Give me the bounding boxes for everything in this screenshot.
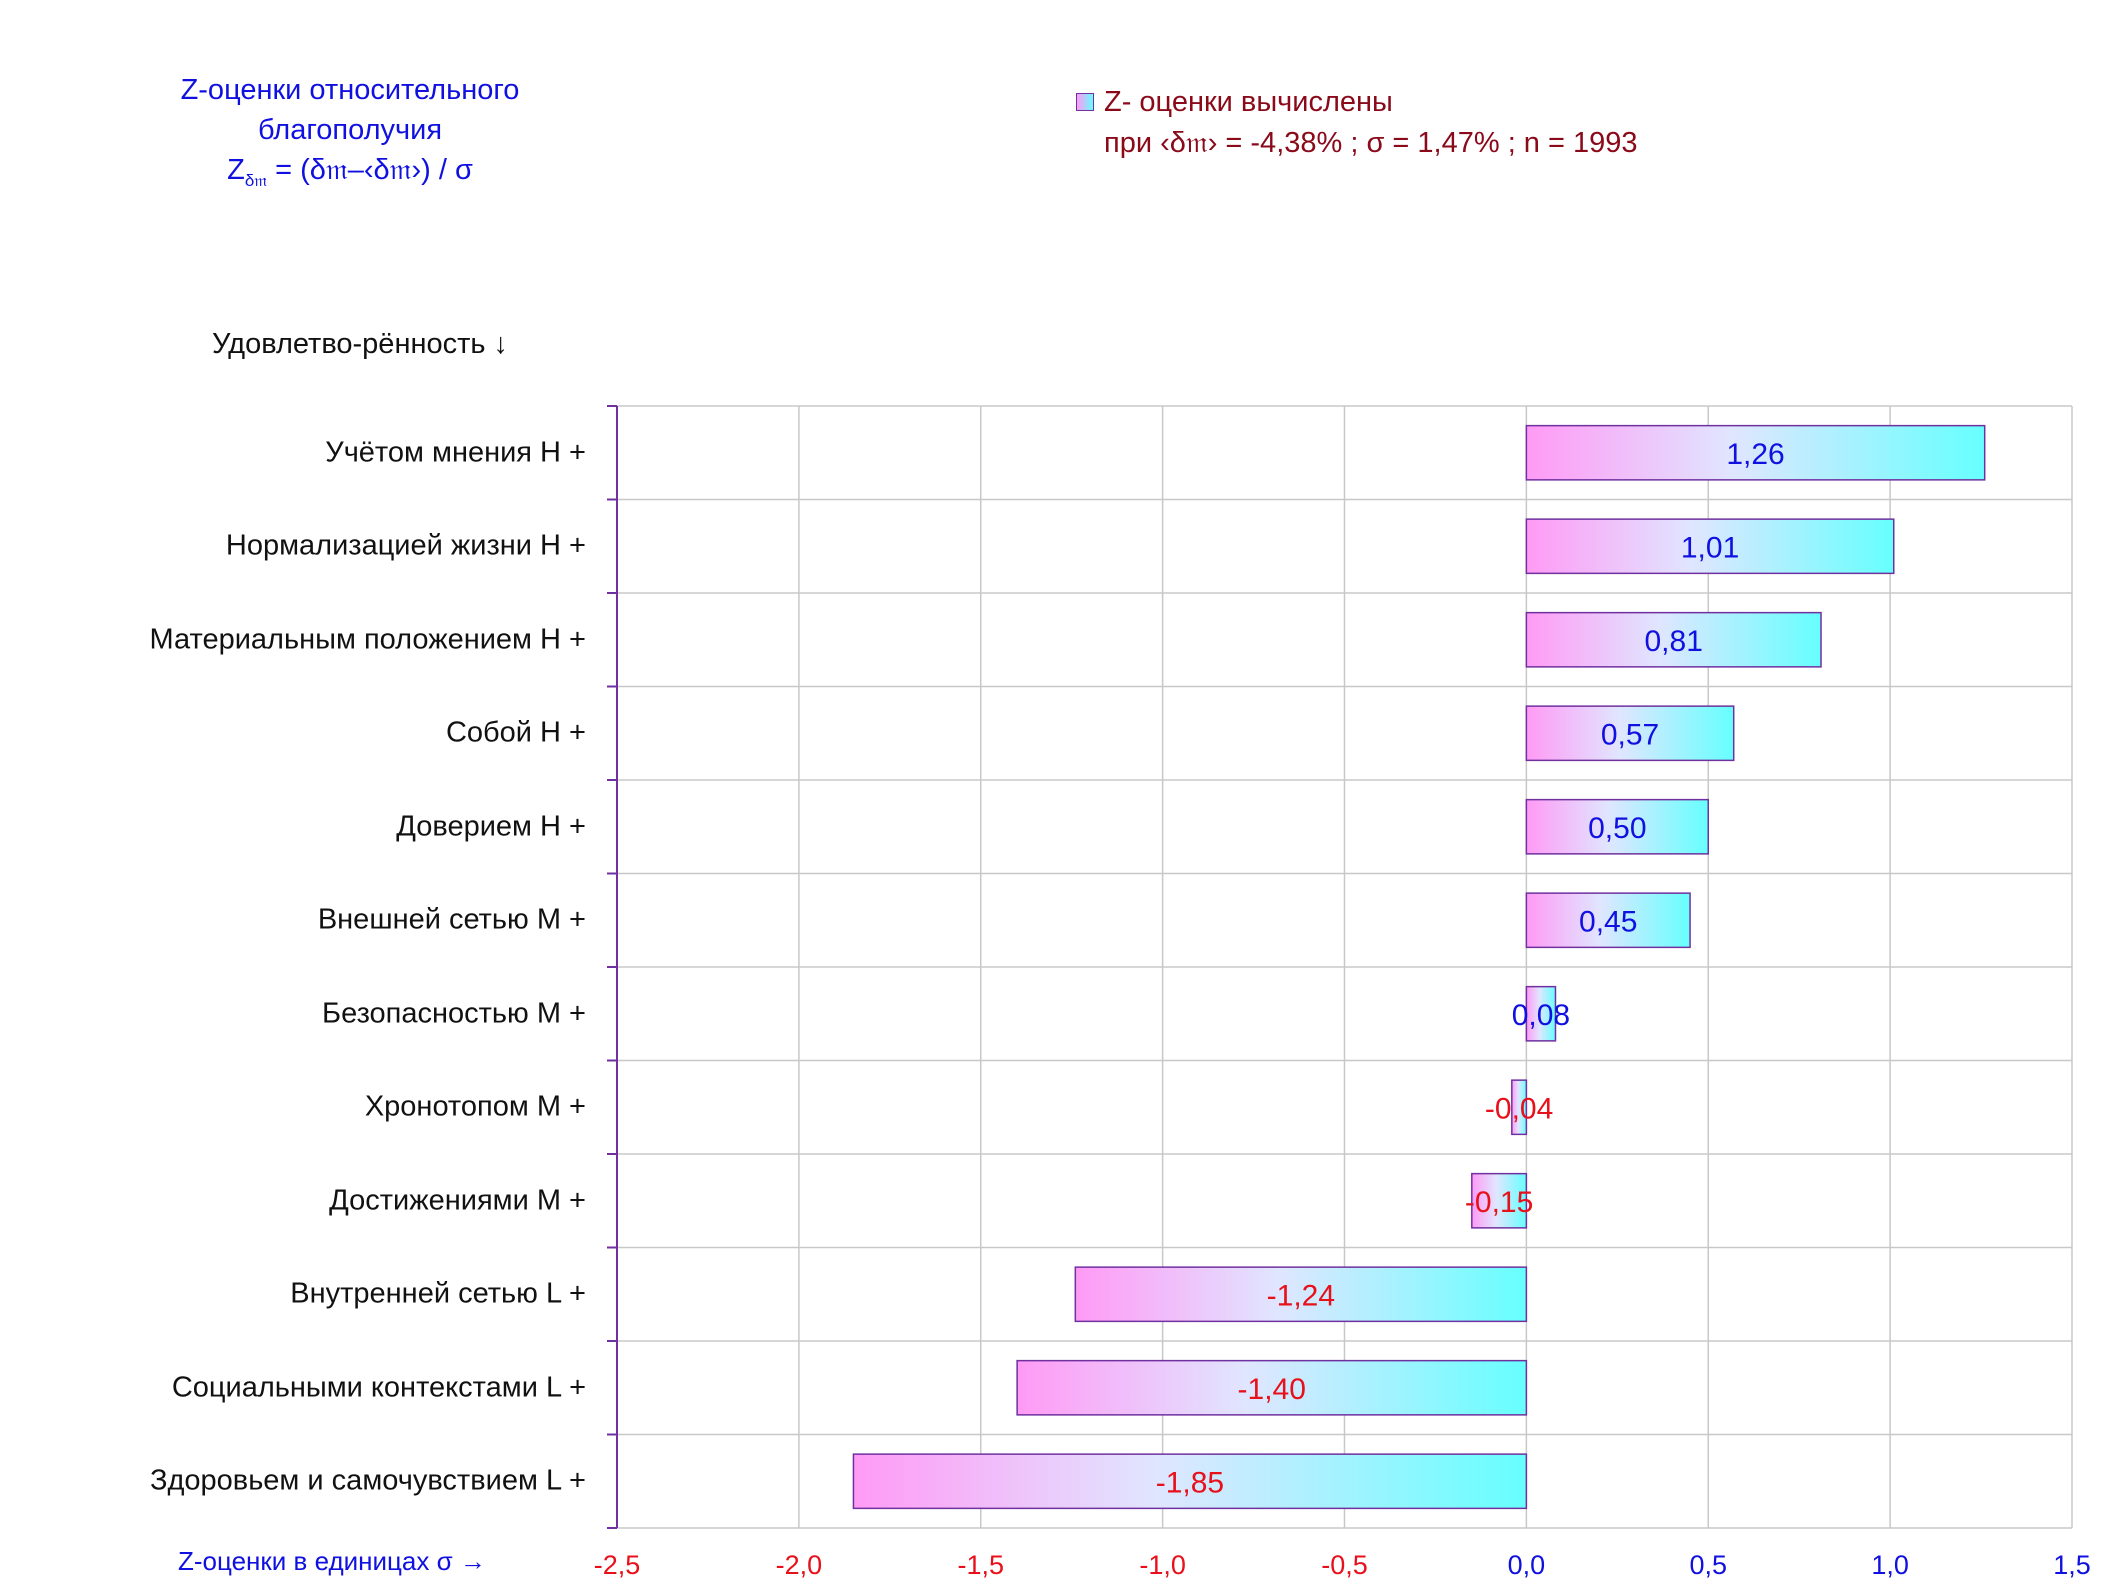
- x-tick-label: 0,0: [1508, 1550, 1546, 1580]
- bar: [852, 1453, 1528, 1510]
- data-label: 0,08: [1512, 999, 1570, 1032]
- legend: Z- оценки вычислены при ‹δ𝔪› = -4,38% ; …: [1076, 82, 1638, 164]
- x-tick-label: -1,0: [1139, 1550, 1186, 1580]
- category-label: Учётом мнения Н +: [325, 436, 586, 469]
- category-label: Внутренней сетью L +: [290, 1277, 586, 1310]
- x-tick-label: 1,5: [2053, 1550, 2091, 1580]
- title-formula: Zδ𝔪 = (δ𝔪–‹δ𝔪›) / σ: [110, 150, 590, 201]
- title-line-1: Z-оценки относительного: [180, 74, 520, 106]
- grid: [607, 405, 2073, 1529]
- legend-line-2: при ‹δ𝔪› = -4,38% ; σ = 1,47% ; n = 1993: [1104, 127, 1638, 159]
- bar: [1074, 1266, 1528, 1323]
- category-label: Социальными контекстами L +: [171, 1371, 586, 1404]
- x-tick-labels: -2,5 -2,0 -1,5 -1,0 -0,5 0,0 0,5 1,0 1,5: [594, 1550, 2091, 1580]
- bar: [1016, 1359, 1528, 1416]
- category-label: Собой Н +: [445, 716, 586, 749]
- chart-title: Z-оценки относительного благополучия Zδ𝔪…: [110, 70, 590, 201]
- data-label: 0,81: [1644, 625, 1702, 658]
- formula-subscript: δ𝔪: [244, 170, 268, 190]
- formula-rest: = (δ𝔪–‹δ𝔪›) / σ: [267, 154, 473, 186]
- data-label: -0,15: [1465, 1186, 1533, 1219]
- data-label: -1,85: [1156, 1466, 1224, 1499]
- legend-swatch: [1076, 93, 1094, 111]
- x-axis-label: Z-оценки в единицах σ →: [178, 1546, 486, 1576]
- x-tick-label: -2,5: [594, 1550, 641, 1580]
- legend-line-1: Z- оценки вычислены: [1104, 86, 1393, 118]
- bar: [1525, 798, 1709, 855]
- data-label: 0,45: [1579, 905, 1637, 938]
- category-label: Здоровьем и самочувствием L +: [149, 1464, 586, 1497]
- bar: [1525, 611, 1822, 668]
- y-axis-label: Удовлетво-рённость ↓: [212, 328, 509, 360]
- data-label: -1,24: [1267, 1279, 1335, 1312]
- data-label: 0,50: [1588, 812, 1646, 845]
- category-label: Безопасностью М +: [322, 997, 586, 1030]
- x-tick-label: 1,0: [1871, 1550, 1909, 1580]
- data-label: -1,40: [1238, 1373, 1306, 1406]
- category-label: Достижениями М +: [329, 1184, 586, 1217]
- data-label: 1,26: [1726, 438, 1784, 471]
- bar: [1525, 518, 1895, 575]
- data-label: 1,01: [1681, 531, 1739, 564]
- bar: [1511, 1079, 1528, 1136]
- title-line-2: благополучия: [257, 114, 443, 146]
- category-label: Хронотопом М +: [364, 1090, 586, 1123]
- bar: [1471, 1172, 1528, 1229]
- data-label: 0,57: [1601, 718, 1659, 751]
- data-labels: 1,26 1,01 0,81 0,57 0,50 0,45 0,08 -0,04 -0,15 -1…: [1156, 438, 1785, 1500]
- category-label: Внешней сетью М +: [317, 903, 586, 936]
- x-tick-label: -2,0: [776, 1550, 823, 1580]
- formula-z: Z: [227, 154, 245, 186]
- bars: [852, 424, 1986, 1510]
- category-label: Материальным положением Н +: [149, 623, 586, 656]
- bar: [1525, 424, 1986, 481]
- bar: [1525, 985, 1557, 1042]
- x-tick-label: -0,5: [1321, 1550, 1368, 1580]
- x-tick-label: 0,5: [1689, 1550, 1727, 1580]
- category-label: Доверием Н +: [396, 810, 586, 843]
- bar: [1525, 892, 1691, 949]
- bar: [1525, 705, 1735, 762]
- data-label: -0,04: [1485, 1092, 1553, 1125]
- x-tick-label: -1,5: [957, 1550, 1004, 1580]
- category-label: Нормализацией жизни Н +: [225, 529, 586, 562]
